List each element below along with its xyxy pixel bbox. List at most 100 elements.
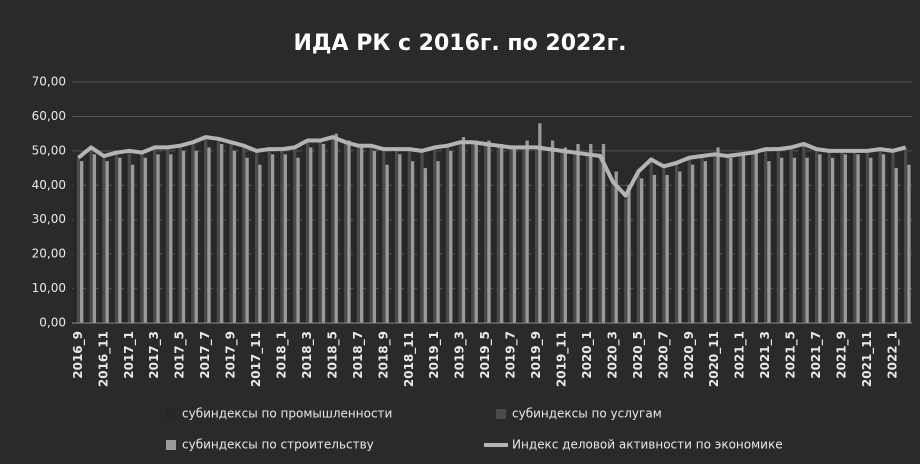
bar: [449, 150, 453, 323]
bar: [690, 164, 695, 323]
bar: [741, 154, 746, 323]
bar: [652, 174, 657, 323]
bar: [754, 150, 758, 323]
bar: [640, 178, 644, 323]
bar: [735, 157, 739, 323]
bar: [331, 137, 335, 323]
bar: [461, 137, 466, 323]
x-tick-label: 2021_11: [860, 331, 875, 387]
bar: [327, 140, 332, 323]
x-tick-label: 2019_9: [529, 331, 544, 379]
bar: [589, 143, 593, 323]
bar: [226, 143, 230, 323]
bar: [792, 157, 797, 323]
x-tick-label: 2019_5: [478, 331, 493, 379]
bar: [153, 147, 157, 323]
bar: [213, 140, 217, 323]
legend-label: субиндексы по промышленности: [182, 407, 392, 421]
bar: [343, 140, 348, 323]
bar: [875, 150, 879, 323]
bar: [881, 154, 886, 323]
bar: [865, 150, 870, 323]
bar: [127, 150, 131, 323]
line: [77, 135, 907, 198]
x-tick-label: 2021_3: [758, 331, 773, 379]
bar: [232, 150, 237, 323]
bar: [264, 150, 268, 323]
bar: [242, 143, 246, 323]
bar: [137, 154, 141, 323]
bar: [687, 157, 691, 323]
y-tick-label: 30,00: [32, 212, 66, 226]
bar: [582, 154, 586, 323]
x-tick-label: 2019_7: [504, 331, 519, 379]
bar: [98, 157, 103, 323]
bar: [258, 164, 262, 323]
bar: [118, 157, 122, 323]
bar: [318, 140, 322, 323]
chart-title: ИДА РК с 2016г. по 2022г.: [294, 31, 627, 56]
bar: [309, 147, 313, 323]
bar: [496, 143, 501, 323]
bar: [436, 161, 440, 323]
x-tick-label: 2017_11: [249, 331, 264, 387]
bar: [404, 150, 408, 323]
bar: [576, 143, 580, 323]
bar: [385, 164, 389, 323]
bar: [382, 147, 386, 323]
bar: [442, 147, 446, 323]
bar: [786, 150, 790, 323]
bar: [776, 147, 781, 323]
x-tick-label: 2020_7: [656, 331, 671, 379]
bar: [417, 154, 421, 323]
bar: [471, 140, 475, 323]
bar: [805, 157, 809, 323]
bar: [824, 154, 828, 323]
bar: [830, 157, 835, 323]
bar: [130, 164, 135, 323]
bar: [763, 147, 768, 323]
bar: [614, 171, 618, 323]
bar: [76, 157, 81, 323]
bar: [429, 150, 434, 323]
x-tick-label: 2017_9: [224, 331, 239, 379]
bar: [811, 150, 815, 323]
x-tick-label: 2018_9: [376, 331, 391, 379]
bar: [878, 147, 882, 323]
bar: [111, 154, 115, 323]
y-tick-label: 50,00: [32, 143, 66, 157]
bar: [102, 154, 106, 323]
bar: [671, 164, 675, 323]
bar: [445, 143, 450, 323]
x-tick-label: 2018_7: [351, 331, 366, 379]
x-tick-label: 2017_1: [122, 331, 137, 379]
bar: [509, 147, 513, 323]
bar: [89, 147, 93, 323]
bar: [420, 150, 424, 323]
bar: [493, 147, 497, 323]
bar: [267, 147, 271, 323]
bar: [191, 140, 195, 323]
bar: [531, 150, 535, 323]
bar: [633, 171, 637, 323]
y-tick-label: 0,00: [39, 316, 66, 330]
bar: [500, 143, 504, 323]
bar: [407, 147, 411, 323]
bar: [611, 185, 615, 323]
x-tick-label: 2019_3: [453, 331, 468, 379]
bar: [165, 147, 170, 323]
legend-swatch: [496, 409, 506, 419]
bar: [458, 140, 462, 323]
bar: [369, 143, 373, 323]
bar: [729, 157, 733, 323]
bar: [658, 168, 663, 323]
bar: [856, 154, 860, 323]
bar: [550, 140, 555, 323]
bar: [840, 150, 844, 323]
x-tick-label: 2021_7: [809, 331, 824, 379]
bar: [560, 150, 564, 323]
bar: [518, 150, 523, 323]
bar: [627, 185, 631, 323]
x-tick-label: 2017_7: [198, 331, 213, 379]
bar: [738, 154, 742, 323]
